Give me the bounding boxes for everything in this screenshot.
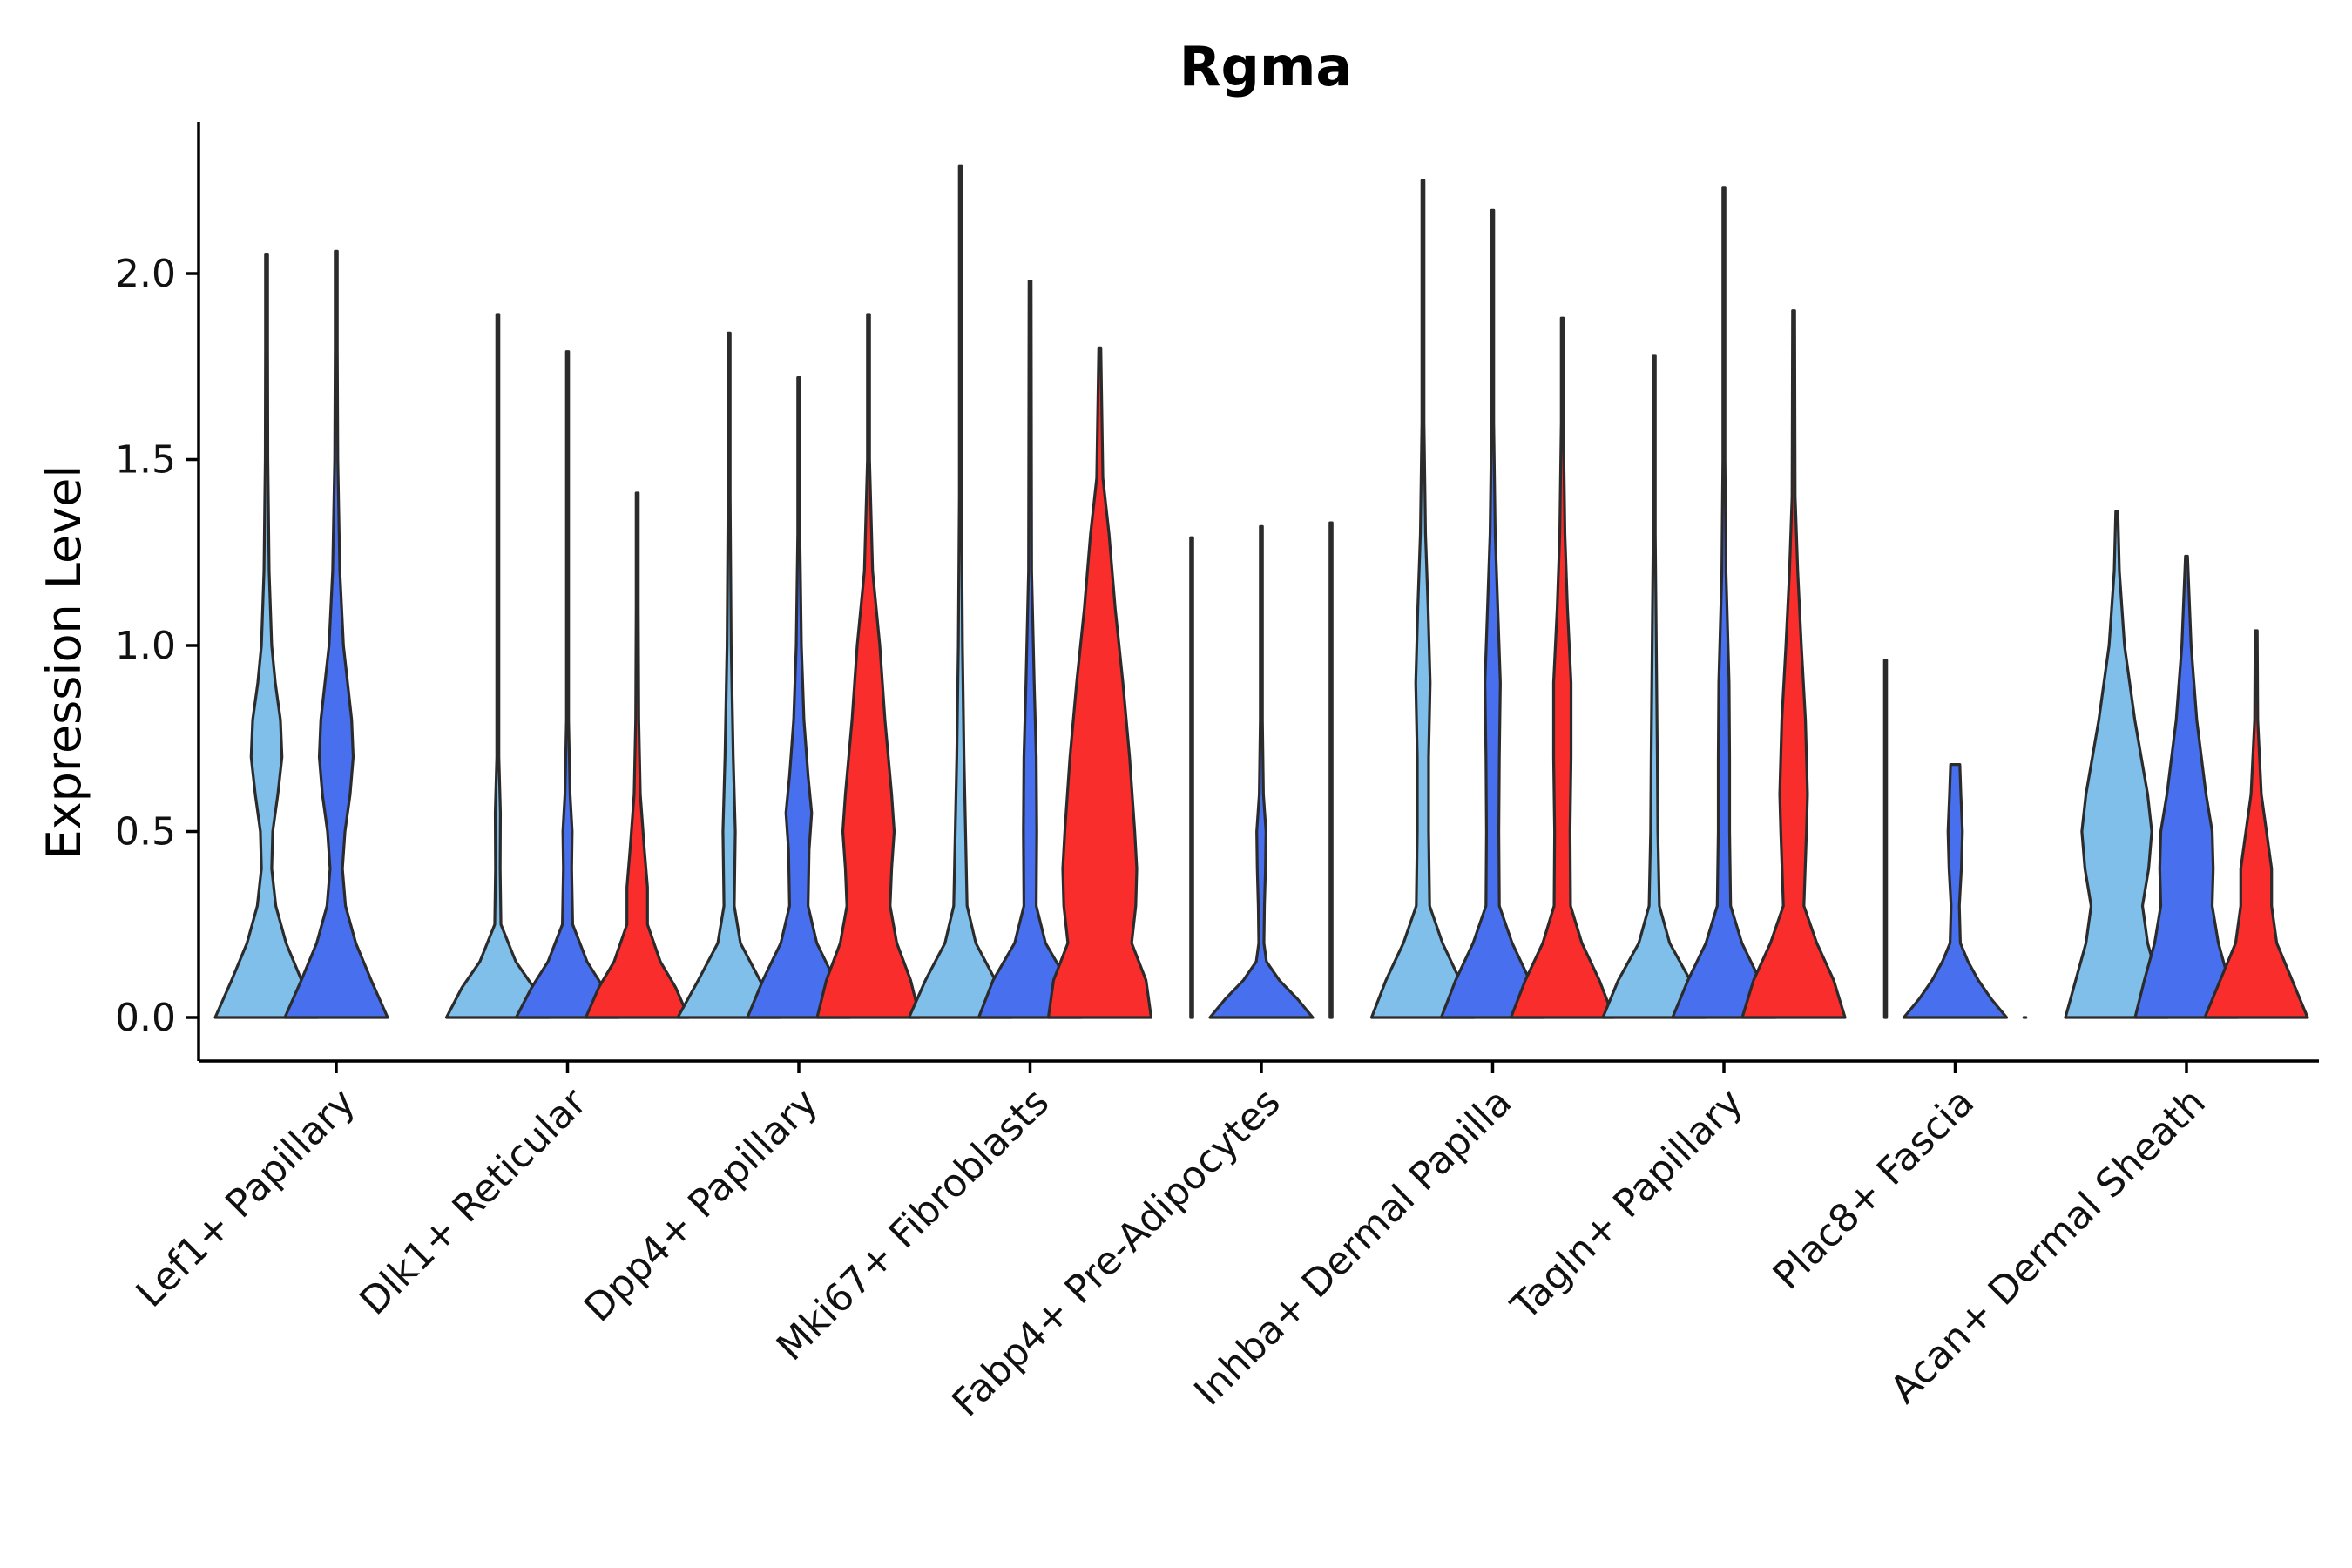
- violin-14: [1369, 179, 1477, 1019]
- y-tick-label-2: 1.0: [115, 624, 176, 668]
- violin-4: [584, 491, 691, 1019]
- violin-23: [2064, 510, 2170, 1019]
- violin-8: [907, 164, 1014, 1019]
- x-tick-label-2: Dpp4+ Papillary: [576, 1080, 827, 1331]
- violin-19: [1740, 309, 1847, 1019]
- violin-6: [746, 375, 852, 1019]
- violin-group: [213, 164, 2309, 1019]
- y-tick-label-4: 2.0: [115, 252, 176, 296]
- violin-13: [1328, 521, 1334, 1019]
- violin-7: [815, 313, 922, 1019]
- violin-15: [1439, 208, 1546, 1019]
- violin-1: [283, 249, 389, 1019]
- y-axis-label: Expression Level: [37, 465, 91, 860]
- x-tick-label-6: Tagln+ Papillary: [1503, 1080, 1752, 1329]
- violin-18: [1671, 186, 1777, 1019]
- y-tick-label-1: 0.5: [115, 810, 176, 855]
- y-tick-label-3: 1.5: [115, 438, 176, 483]
- violin-10: [1046, 346, 1153, 1019]
- violin-5: [676, 331, 782, 1019]
- x-tick-label-7: Plac8+ Fascia: [1765, 1080, 1984, 1299]
- violin-3: [514, 350, 621, 1019]
- violin-21: [1902, 763, 2009, 1019]
- chart-title: Rgma: [1179, 35, 1353, 98]
- violin-2: [444, 313, 551, 1019]
- y-tick-label-0: 0.0: [115, 996, 176, 1040]
- violin-24: [2133, 554, 2240, 1019]
- violin-20: [1882, 659, 1889, 1019]
- violin-25: [2203, 629, 2309, 1019]
- violin-17: [1601, 354, 1707, 1019]
- violin-0: [213, 253, 320, 1019]
- violin-12: [1208, 524, 1315, 1019]
- x-tick-label-0: Lef1+ Papillary: [128, 1080, 364, 1316]
- violin-11: [1189, 536, 1194, 1019]
- violin-9: [977, 279, 1084, 1019]
- violin-16: [1509, 316, 1616, 1019]
- x-tick-label-1: Dlk1+ Reticular: [351, 1079, 596, 1324]
